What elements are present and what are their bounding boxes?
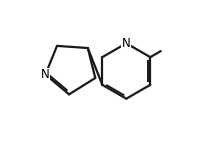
Text: N: N bbox=[41, 68, 50, 81]
Text: N: N bbox=[122, 37, 131, 50]
